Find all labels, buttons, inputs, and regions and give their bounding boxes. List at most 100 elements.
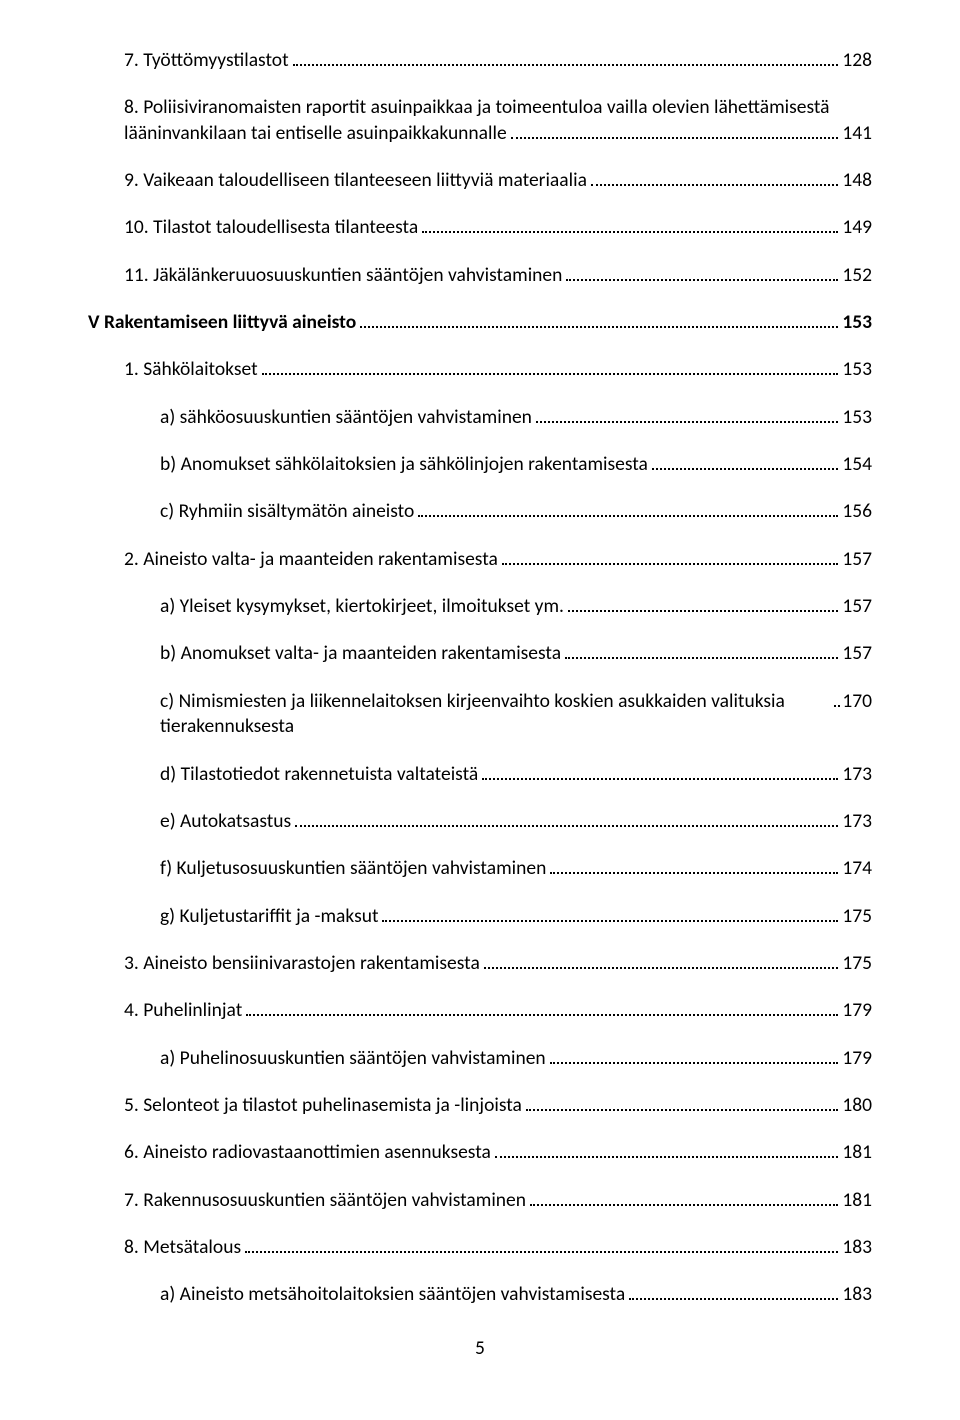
- toc-entry-page: 179: [842, 1046, 872, 1071]
- toc-entry-page: 153: [842, 310, 872, 335]
- toc-entry: 7. Työttömyystilastot 128: [88, 48, 872, 73]
- toc-leader-dots: [530, 1188, 838, 1206]
- toc-entry: b) Anomukset valta- ja maanteiden rakent…: [88, 641, 872, 666]
- toc-entry: f) Kuljetusosuuskuntien sääntöjen vahvis…: [88, 856, 872, 881]
- toc-entry-label: 4. Puhelinlinjat: [124, 998, 242, 1023]
- toc-entry: 3. Aineisto bensiinivarastojen rakentami…: [88, 951, 872, 976]
- toc-leader-dots: [360, 311, 838, 329]
- toc-entry-page: 157: [842, 594, 872, 619]
- toc-entry-page: 175: [842, 904, 872, 929]
- toc-leader-dots: [550, 857, 838, 875]
- toc-entry-page: 148: [842, 168, 872, 193]
- toc-entry-label: 11. Jäkälänkeruuosuuskuntien sääntöjen v…: [124, 263, 562, 288]
- toc-entry-page: 154: [842, 452, 872, 477]
- toc-leader-dots: [568, 595, 838, 613]
- toc-entry-label: a) Puhelinosuuskuntien sääntöjen vahvist…: [160, 1046, 546, 1071]
- toc-entry-page: 157: [842, 547, 872, 572]
- toc-leader-dots: [495, 1141, 839, 1159]
- toc-entry: 5. Selonteot ja tilastot puhelinasemista…: [88, 1093, 872, 1118]
- toc-leader-dots: [550, 1046, 839, 1064]
- toc-entry: g) Kuljetustariffit ja -maksut 175: [88, 904, 872, 929]
- toc-entry: 8. Poliisiviranomaisten raportit asuinpa…: [88, 95, 872, 146]
- toc-leader-dots: [418, 500, 838, 518]
- toc-entry-label: 3. Aineisto bensiinivarastojen rakentami…: [124, 951, 480, 976]
- toc-entry-label: b) Anomukset valta- ja maanteiden rakent…: [160, 641, 561, 666]
- toc-entry-label: 1. Sähkölaitokset: [124, 357, 258, 382]
- toc-leader-dots: [526, 1093, 838, 1111]
- toc-entry-label: 7. Työttömyystilastot: [124, 48, 289, 73]
- toc-entry-page: 173: [842, 762, 872, 787]
- toc-entry-page: 153: [842, 357, 872, 382]
- toc-entry-page: 149: [842, 215, 872, 240]
- toc-entry-label: b) Anomukset sähkölaitoksien ja sähkölin…: [160, 452, 648, 477]
- toc-leader-dots: [293, 48, 839, 66]
- toc-entry-label: 10. Tilastot taloudellisesta tilanteesta: [124, 215, 418, 240]
- page-number: 5: [88, 1336, 872, 1360]
- toc-leader-dots: [422, 216, 838, 234]
- toc-entry: 11. Jäkälänkeruuosuuskuntien sääntöjen v…: [88, 263, 872, 288]
- toc-leader-dots: [591, 168, 838, 186]
- toc-entry-page: 170: [842, 689, 872, 714]
- toc-entry: b) Anomukset sähkölaitoksien ja sähkölin…: [88, 452, 872, 477]
- toc-leader-dots: [484, 951, 839, 969]
- toc-entry: a) Aineisto metsähoitolaitoksien sääntöj…: [88, 1282, 872, 1307]
- toc-leader-dots: [629, 1283, 838, 1301]
- toc-entry: a) Puhelinosuuskuntien sääntöjen vahvist…: [88, 1046, 872, 1071]
- toc-entry-page: 180: [842, 1093, 872, 1118]
- toc-entry-page: 157: [842, 641, 872, 666]
- toc-entry-label: d) Tilastotiedot rakennetuista valtateis…: [160, 762, 478, 787]
- toc-leader-dots: [262, 358, 839, 376]
- toc-entry-page: 183: [842, 1235, 872, 1260]
- toc-entry-label: 2. Aineisto valta- ja maanteiden rakenta…: [124, 547, 498, 572]
- toc-entry-label: g) Kuljetustariffit ja -maksut: [160, 904, 378, 929]
- toc-entry-page: 179: [842, 998, 872, 1023]
- toc-leader-dots: [566, 263, 838, 281]
- toc-entry-label: lääninvankilaan tai entiselle asuinpaikk…: [124, 121, 507, 146]
- toc-entry: a) Yleiset kysymykset, kiertokirjeet, il…: [88, 594, 872, 619]
- toc-leader-dots: [834, 689, 840, 707]
- toc-entry-label: 7. Rakennusosuuskuntien sääntöjen vahvis…: [124, 1188, 526, 1213]
- toc-leader-dots: [565, 642, 838, 660]
- toc-entry-page: 181: [842, 1188, 872, 1213]
- toc-entry-page: 156: [842, 499, 872, 524]
- toc-entry: 1. Sähkölaitokset 153: [88, 357, 872, 382]
- toc-entry-page: 175: [842, 951, 872, 976]
- toc-leader-dots: [295, 809, 838, 827]
- toc-entry-label: c) Ryhmiin sisältymätön aineisto: [160, 499, 414, 524]
- toc-entry-page: 141: [842, 121, 872, 146]
- toc-entry-label: 8. Poliisiviranomaisten raportit asuinpa…: [124, 95, 872, 120]
- toc-entry-page: 173: [842, 809, 872, 834]
- toc-entry-label: a) sähköosuuskuntien sääntöjen vahvistam…: [160, 405, 532, 430]
- toc-entry-label: f) Kuljetusosuuskuntien sääntöjen vahvis…: [160, 856, 546, 881]
- toc-entry: V Rakentamiseen liittyvä aineisto 153: [88, 310, 872, 335]
- toc-leader-dots: [652, 453, 838, 471]
- toc-entry-label: a) Aineisto metsähoitolaitoksien sääntöj…: [160, 1282, 625, 1307]
- toc-leader-dots: [245, 1235, 838, 1253]
- toc-leader-dots: [482, 762, 838, 780]
- toc-entry: e) Autokatsastus 173: [88, 809, 872, 834]
- toc-entry-page: 174: [842, 856, 872, 881]
- toc-entry-label: 5. Selonteot ja tilastot puhelinasemista…: [124, 1093, 522, 1118]
- toc-entry-page: 181: [842, 1140, 872, 1165]
- table-of-contents: 7. Työttömyystilastot 128 8. Poliisiviran…: [88, 48, 872, 1308]
- toc-entry-label: a) Yleiset kysymykset, kiertokirjeet, il…: [160, 594, 564, 619]
- toc-entry: 2. Aineisto valta- ja maanteiden rakenta…: [88, 547, 872, 572]
- toc-entry-label: 9. Vaikeaan taloudelliseen tilanteeseen …: [124, 168, 587, 193]
- toc-entry: 7. Rakennusosuuskuntien sääntöjen vahvis…: [88, 1188, 872, 1213]
- toc-entry-page: 153: [842, 405, 872, 430]
- toc-entry: 6. Aineisto radiovastaanottimien asennuk…: [88, 1140, 872, 1165]
- toc-entry-page: 128: [842, 48, 872, 73]
- toc-leader-dots: [536, 405, 838, 423]
- toc-entry-label: c) Nimismiesten ja liikennelaitoksen kir…: [160, 689, 832, 740]
- toc-leader-dots: [511, 121, 839, 139]
- toc-leader-dots: [382, 904, 838, 922]
- toc-entry-label: 6. Aineisto radiovastaanottimien asennuk…: [124, 1140, 491, 1165]
- toc-entry-label: e) Autokatsastus: [160, 809, 291, 834]
- toc-entry: c) Nimismiesten ja liikennelaitoksen kir…: [88, 689, 872, 740]
- toc-entry-page: 183: [842, 1282, 872, 1307]
- toc-entry-label: 8. Metsätalous: [124, 1235, 241, 1260]
- toc-entry: 9. Vaikeaan taloudelliseen tilanteeseen …: [88, 168, 872, 193]
- toc-leader-dots: [502, 547, 839, 565]
- toc-entry: d) Tilastotiedot rakennetuista valtateis…: [88, 762, 872, 787]
- toc-entry: c) Ryhmiin sisältymätön aineisto 156: [88, 499, 872, 524]
